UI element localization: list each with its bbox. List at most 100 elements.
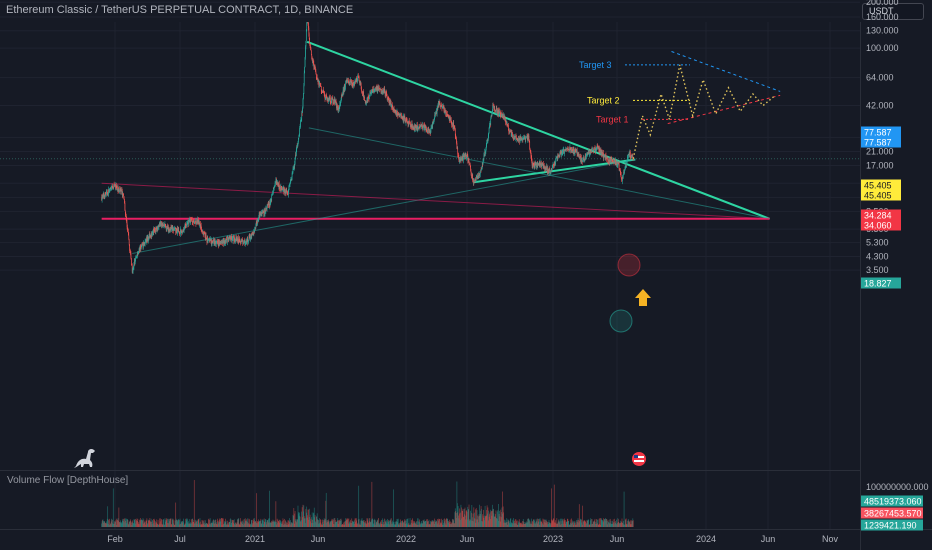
candle	[560, 151, 562, 155]
volume-bar	[147, 519, 149, 527]
candle	[312, 60, 313, 64]
candle	[368, 98, 370, 100]
volume-bar	[446, 518, 448, 527]
candle	[432, 122, 434, 123]
highlight-circle-green	[609, 309, 633, 333]
candle	[280, 186, 282, 190]
candle	[125, 214, 127, 215]
candle	[272, 193, 273, 195]
candle	[307, 11, 308, 20]
candle	[625, 163, 627, 166]
volume-bar	[265, 519, 267, 527]
candle	[467, 158, 469, 161]
volume-bar	[176, 519, 178, 527]
volume-bar	[429, 524, 431, 527]
candle	[401, 116, 403, 118]
volume-bar	[379, 523, 381, 527]
volume-bar	[522, 519, 524, 527]
currency-selector-button[interactable]: USDT	[862, 3, 924, 20]
volume-bar	[283, 524, 285, 527]
candle	[611, 159, 612, 162]
candle	[606, 156, 608, 159]
candle	[165, 226, 167, 230]
volume-bar	[632, 520, 634, 527]
volume-bar	[354, 520, 355, 527]
candle	[137, 252, 138, 257]
candle	[332, 97, 333, 99]
volume-bar	[127, 524, 129, 527]
candle	[480, 169, 482, 171]
candle	[326, 96, 327, 98]
candle	[469, 164, 471, 165]
volume-bar	[273, 521, 275, 527]
candle	[506, 121, 507, 124]
volume-bar	[198, 524, 200, 527]
volume-bar	[162, 519, 164, 527]
volume-bar	[281, 523, 283, 527]
volume-bar	[421, 520, 422, 527]
volume-bar	[321, 524, 323, 527]
candle	[379, 89, 381, 91]
candle	[166, 225, 168, 229]
candle	[206, 239, 208, 243]
candle	[380, 89, 381, 90]
candle	[175, 228, 177, 233]
volume-bar	[311, 516, 313, 527]
volume-bar	[164, 518, 166, 527]
volume-bar	[469, 519, 471, 527]
candle	[213, 240, 215, 244]
volume-bar	[452, 519, 454, 527]
volume-bar	[462, 510, 463, 527]
volume-bar	[308, 519, 310, 527]
volume-bar	[621, 521, 622, 527]
candle	[605, 155, 606, 158]
candle	[114, 185, 115, 186]
volume-bar	[311, 512, 313, 527]
candle	[112, 186, 113, 188]
volume-bar	[515, 523, 516, 527]
volume-bar	[506, 522, 507, 527]
volume-bar	[208, 519, 209, 527]
candle	[301, 112, 303, 119]
us-flag-event-icon[interactable]	[632, 452, 646, 466]
volume-bar	[122, 518, 124, 527]
candle	[343, 86, 345, 89]
candle	[520, 136, 522, 140]
volume-bar	[221, 524, 223, 527]
volume-bar	[259, 520, 261, 527]
volume-bar	[502, 491, 503, 527]
candle	[540, 164, 541, 166]
volume-bar	[511, 522, 512, 527]
volume-bar	[526, 522, 528, 527]
candle	[352, 86, 354, 87]
candle	[572, 148, 573, 151]
candle	[246, 239, 248, 242]
candle	[186, 224, 187, 226]
volume-bar	[225, 520, 227, 527]
candle	[152, 231, 153, 236]
candle	[465, 156, 467, 158]
candle	[376, 88, 378, 91]
volume-bar	[262, 519, 264, 527]
volume-bar	[396, 518, 398, 527]
volume-bar	[349, 521, 351, 527]
candle	[403, 116, 404, 121]
volume-bar	[259, 520, 260, 527]
volume-bar	[529, 524, 531, 527]
dinosaur-icon	[74, 448, 95, 468]
candle	[410, 123, 411, 127]
candle	[545, 168, 547, 170]
candle	[528, 135, 529, 140]
volume-bar	[123, 518, 124, 527]
candle	[217, 242, 219, 246]
volume-bar	[224, 521, 225, 527]
volume-bar	[232, 520, 233, 527]
time-axis[interactable]: Feb Jul 2021 Jun 2022 Jun 2023 Jun 2024 Jun Nov	[107, 534, 838, 544]
volume-bar	[148, 520, 150, 527]
volume-bar	[267, 520, 268, 527]
candle	[267, 204, 268, 206]
volume-bar	[549, 522, 551, 527]
candle	[470, 170, 472, 173]
candle	[423, 124, 425, 126]
